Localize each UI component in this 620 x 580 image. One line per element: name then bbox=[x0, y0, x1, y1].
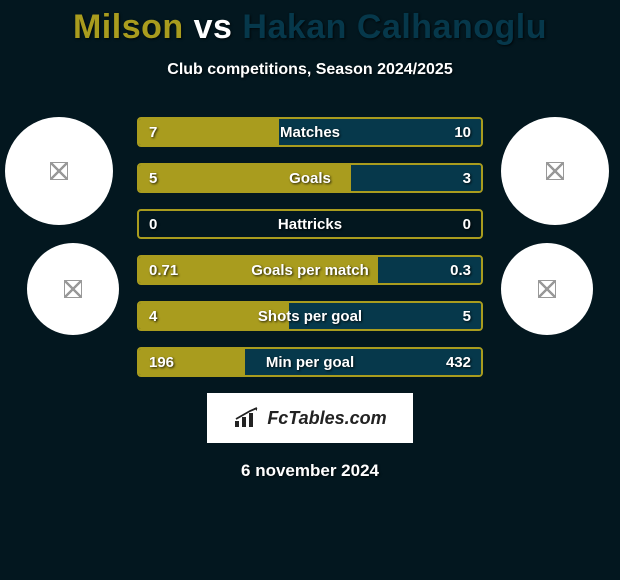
left-badges bbox=[5, 117, 119, 353]
broken-image-icon bbox=[50, 162, 68, 180]
comparison-title: Milson vs Hakan Calhanoglu bbox=[0, 0, 620, 47]
logo-text: FcTables.com bbox=[267, 408, 386, 429]
player2-name: Hakan Calhanoglu bbox=[242, 8, 547, 46]
stat-bars: 7Matches105Goals30Hattricks00.71Goals pe… bbox=[137, 117, 483, 377]
broken-image-icon bbox=[64, 280, 82, 298]
stat-row: 5Goals3 bbox=[137, 163, 483, 193]
stat-row: 0.71Goals per match0.3 bbox=[137, 255, 483, 285]
player2-badge-1 bbox=[501, 117, 609, 225]
stat-label: Hattricks bbox=[139, 216, 481, 233]
player1-badge-1 bbox=[5, 117, 113, 225]
fctables-chart-icon bbox=[233, 407, 261, 429]
stat-label: Matches bbox=[139, 124, 481, 141]
stat-value-right: 3 bbox=[463, 170, 471, 187]
stat-label: Shots per goal bbox=[139, 308, 481, 325]
logo-box: FcTables.com bbox=[207, 393, 413, 443]
stat-value-right: 432 bbox=[446, 354, 471, 371]
broken-image-icon bbox=[546, 162, 564, 180]
stat-value-right: 10 bbox=[454, 124, 471, 141]
stat-row: 7Matches10 bbox=[137, 117, 483, 147]
date-text: 6 november 2024 bbox=[0, 461, 620, 481]
right-badges bbox=[501, 117, 615, 353]
stat-row: 196Min per goal432 bbox=[137, 347, 483, 377]
broken-image-icon bbox=[538, 280, 556, 298]
stat-label: Goals per match bbox=[139, 262, 481, 279]
stat-row: 4Shots per goal5 bbox=[137, 301, 483, 331]
content-area: 7Matches105Goals30Hattricks00.71Goals pe… bbox=[0, 117, 620, 481]
stat-value-right: 0.3 bbox=[450, 262, 471, 279]
stat-value-right: 0 bbox=[463, 216, 471, 233]
player1-badge-2 bbox=[27, 243, 119, 335]
subtitle: Club competitions, Season 2024/2025 bbox=[0, 61, 620, 79]
stat-row: 0Hattricks0 bbox=[137, 209, 483, 239]
stat-label: Min per goal bbox=[139, 354, 481, 371]
title-vs: vs bbox=[194, 8, 233, 46]
stat-value-right: 5 bbox=[463, 308, 471, 325]
stat-label: Goals bbox=[139, 170, 481, 187]
player1-name: Milson bbox=[73, 8, 184, 46]
player2-badge-2 bbox=[501, 243, 593, 335]
